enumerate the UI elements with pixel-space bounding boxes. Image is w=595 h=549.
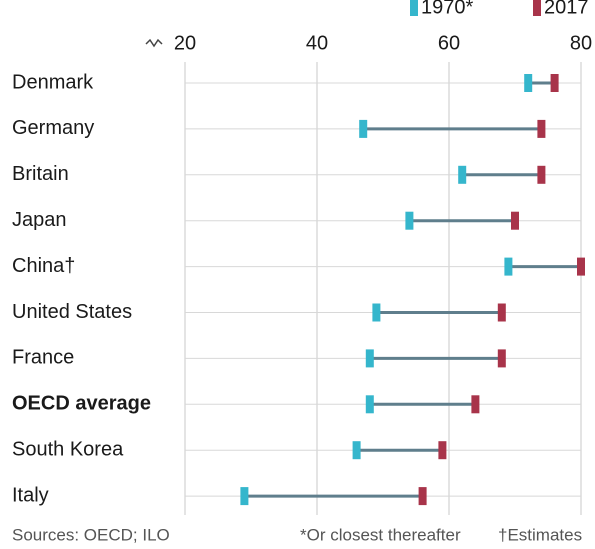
x-tick-label: 20 bbox=[174, 32, 196, 54]
marker bbox=[497, 303, 506, 322]
marker bbox=[365, 395, 374, 414]
sources: Sources: OECD; ILO bbox=[12, 525, 170, 544]
marker bbox=[240, 487, 249, 506]
marker bbox=[577, 257, 585, 276]
marker bbox=[524, 74, 533, 92]
marker bbox=[405, 211, 414, 230]
category-label: OECD average bbox=[12, 393, 151, 415]
legend-label: 1970* bbox=[421, 0, 473, 18]
category-label: Italy bbox=[12, 484, 49, 506]
x-tick-label: 40 bbox=[306, 32, 328, 54]
marker bbox=[537, 119, 546, 138]
x-tick-label: 80 bbox=[570, 32, 592, 54]
marker bbox=[504, 257, 513, 276]
note: *Or closest thereafter bbox=[300, 525, 461, 544]
marker bbox=[537, 165, 546, 184]
category-label: Britain bbox=[12, 163, 69, 185]
note2: †Estimates bbox=[498, 525, 582, 544]
marker bbox=[352, 441, 361, 460]
category-label: France bbox=[12, 347, 74, 369]
marker bbox=[365, 349, 374, 368]
category-label: Japan bbox=[12, 209, 67, 231]
marker bbox=[458, 165, 467, 184]
marker bbox=[550, 74, 559, 92]
category-label: United States bbox=[12, 301, 132, 323]
legend-swatch bbox=[533, 0, 541, 16]
category-label: South Korea bbox=[12, 438, 124, 460]
x-tick-label: 60 bbox=[438, 32, 460, 54]
category-label: Denmark bbox=[12, 71, 94, 93]
marker bbox=[372, 303, 381, 322]
legend-label: 2017 bbox=[544, 0, 589, 18]
marker bbox=[359, 119, 368, 138]
marker bbox=[497, 349, 506, 368]
category-label: China† bbox=[12, 255, 75, 277]
marker bbox=[471, 395, 480, 414]
marker bbox=[511, 211, 519, 230]
legend-swatch bbox=[410, 0, 418, 16]
marker bbox=[438, 441, 447, 460]
marker bbox=[418, 487, 427, 506]
axis-break bbox=[145, 38, 163, 48]
category-label: Germany bbox=[12, 117, 94, 139]
